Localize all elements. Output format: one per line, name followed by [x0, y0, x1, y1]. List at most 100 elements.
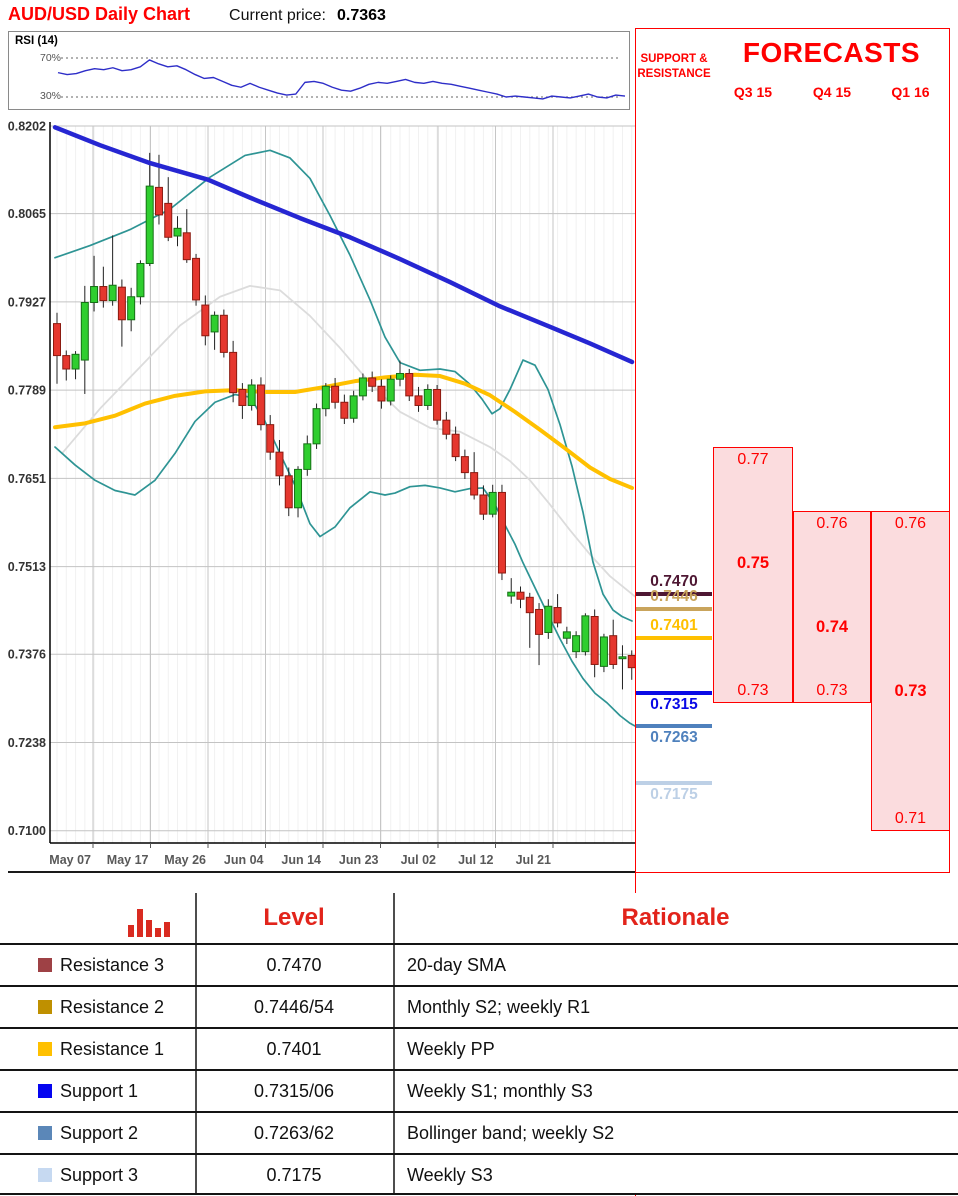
level-rationale: Monthly S2; weekly R1 — [407, 996, 591, 1017]
candle — [553, 607, 562, 624]
level-rationale: Weekly S3 — [407, 1164, 493, 1185]
candle — [284, 475, 293, 509]
table-divider — [195, 893, 197, 1195]
price-chart: 0.8202 0.8065 0.7927 0.7789 0.7651 0.7513 0.73… — [8, 120, 638, 867]
forecast-central-value: 0.74 — [815, 617, 849, 636]
bar-chart-icon-bar — [164, 922, 170, 937]
candle — [229, 351, 238, 394]
forecast-central-value: 0.73 — [894, 681, 927, 700]
sma-20-line — [61, 284, 637, 599]
candle — [497, 491, 506, 574]
y-axis-tick-label: 0.8202 — [8, 120, 46, 134]
sr-line — [636, 636, 712, 641]
candle — [71, 353, 80, 370]
forecasts-header: FORECASTS — [742, 37, 921, 68]
candle — [488, 491, 497, 515]
level-name: Support 3 — [60, 1164, 139, 1185]
level-value: 0.7446/54 — [253, 996, 335, 1017]
sr-line — [636, 691, 712, 696]
candle — [164, 202, 173, 238]
candle — [192, 257, 201, 301]
candle — [90, 286, 99, 304]
candle — [219, 314, 228, 353]
level-name: Resistance 3 — [60, 954, 165, 975]
candle — [136, 262, 145, 298]
gridlines: 0.8202 0.8065 0.7927 0.7789 0.7651 0.7513 0.73… — [8, 120, 635, 843]
bar-chart-icon-bar — [155, 928, 161, 937]
level-swatch — [38, 1084, 52, 1098]
candle — [460, 456, 469, 474]
table-row: Support 2 0.7263/62 Bollinger band; weekly… — [0, 1111, 958, 1153]
panel-border — [635, 28, 950, 873]
candle — [451, 433, 460, 458]
candle — [470, 472, 479, 496]
candle — [294, 468, 303, 509]
candle — [609, 635, 618, 665]
sr-line — [636, 724, 712, 729]
sma-yellow-line — [53, 372, 634, 490]
level-value: 0.7470 — [266, 954, 322, 975]
table-row: Support 3 0.7175 Weekly S3 — [0, 1153, 958, 1195]
level-column-header: Level — [263, 904, 325, 931]
forecast-high-value: 0.76 — [816, 514, 848, 532]
y-axis-tick-label: 0.7376 — [8, 648, 46, 662]
sr-level-label: 0.7175 — [650, 785, 698, 803]
forecast-band — [713, 447, 793, 703]
level-swatch — [38, 1126, 52, 1140]
support-resistance-header: SUPPORT & RESISTANCE — [635, 28, 713, 106]
sr-level-label: 0.7263 — [650, 729, 698, 747]
y-axis-tick-label: 0.7513 — [8, 560, 46, 574]
bar-chart-icon-bar — [146, 920, 152, 937]
table-row: Support 1 0.7315/06 Weekly S1; monthly S3 — [0, 1069, 958, 1111]
rsi-upper-tick: 70% — [39, 52, 61, 64]
candle — [525, 596, 534, 614]
candle — [349, 395, 358, 419]
forecast-band — [871, 510, 950, 831]
candle — [535, 608, 544, 635]
candle — [405, 372, 414, 397]
x-axis-tick-label: May 17 — [107, 853, 149, 867]
forecast-quarter-label: Q4 15 — [812, 84, 852, 100]
candle — [80, 302, 89, 361]
x-axis-tick-label: Jul 21 — [516, 853, 551, 867]
support-resistance-header-line2: RESISTANCE — [637, 68, 711, 80]
level-swatch — [38, 1168, 52, 1182]
candle — [516, 591, 525, 600]
bollinger-lower-line — [54, 393, 638, 728]
y-axis-tick-label: 0.7789 — [8, 384, 46, 398]
forecast-high-value: 0.77 — [737, 451, 769, 469]
candle — [386, 378, 395, 402]
x-axis-tick-label: Jul 02 — [401, 853, 436, 867]
candle — [562, 631, 571, 639]
sr-line — [636, 592, 712, 597]
forecast-central-value: 0.75 — [736, 553, 770, 572]
candle — [572, 635, 581, 653]
level-rationale: 20-day SMA — [407, 954, 507, 975]
level-name: Support 1 — [60, 1080, 139, 1101]
candle — [331, 385, 340, 403]
rsi-label: RSI (14) — [15, 35, 58, 47]
sr-level-label: 0.7315 — [650, 696, 698, 714]
candle — [618, 656, 627, 660]
forecast-quarter-label: Q3 15 — [733, 84, 773, 100]
candle — [590, 615, 599, 665]
forecast-low-value: 0.73 — [816, 681, 848, 699]
level-swatch — [38, 1000, 52, 1014]
candle — [182, 232, 191, 261]
x-axis-tick-label: Jun 04 — [224, 853, 264, 867]
sr-level-label: 0.7401 — [650, 617, 698, 635]
candle — [321, 385, 330, 410]
sr-line — [636, 607, 712, 612]
x-axis-tick-label: May 07 — [49, 853, 91, 867]
candle — [479, 494, 488, 515]
candle — [238, 388, 247, 406]
x-axis-tick-label: Jul 12 — [458, 853, 493, 867]
table-row: Resistance 2 0.7446/54 Monthly S2; weekly … — [0, 985, 958, 1027]
candle — [599, 636, 608, 667]
sr-level-label: 0.7446 — [650, 588, 698, 606]
support-resistance-forecasts-panel: SUPPORT & RESISTANCE FORECASTS Q3 15 Q4 1… — [635, 28, 950, 1196]
y-axis-tick-label: 0.7238 — [8, 736, 46, 750]
current-price-value: 0.7363 — [336, 7, 386, 24]
forecast-quarter-label: Q1 16 — [891, 84, 930, 100]
